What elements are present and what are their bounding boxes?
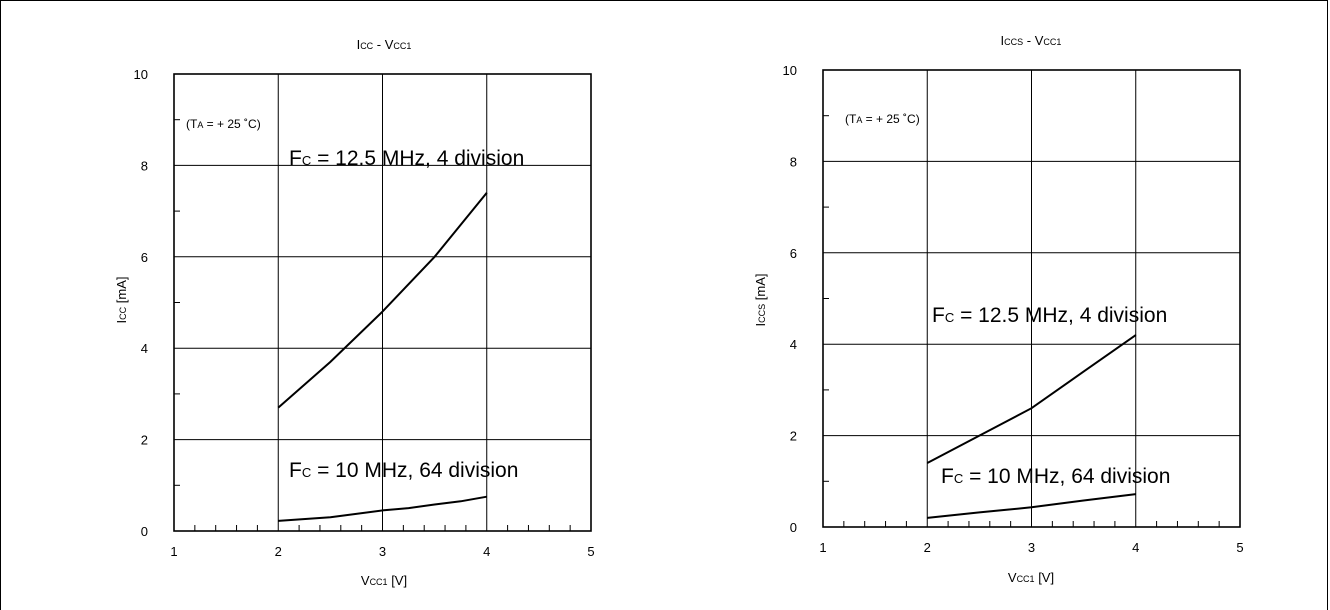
y-tick-label: 6 <box>141 250 148 265</box>
x-tick-label: 1 <box>819 540 826 555</box>
x-tick-label: 1 <box>170 544 177 559</box>
y-tick-label: 2 <box>141 433 148 448</box>
x-tick-label: 2 <box>275 544 282 559</box>
series-line-1 <box>926 334 1137 464</box>
y-tick-label: 4 <box>790 337 797 352</box>
chart-icc-vcc1: ICC - VCC1 (TA = + 25 ˚C) FC = 12.5 MHz,… <box>114 37 524 588</box>
chart-iccs-vcc1: ICCS - VCC1 (TA = + 25 ˚C) FC = 12.5 MHz… <box>753 33 1170 585</box>
x-tick-label: 5 <box>1236 540 1243 555</box>
chart-title: ICC - VCC1 <box>357 37 412 52</box>
y-tick-label: 0 <box>141 524 148 539</box>
y-tick-label: 10 <box>783 63 797 78</box>
x-tick-label: 4 <box>483 544 490 559</box>
y-tick-label: 6 <box>790 246 797 261</box>
x-tick-label: 4 <box>1132 540 1139 555</box>
chart-title: ICCS - VCC1 <box>1001 33 1062 48</box>
series-label-12-5mhz: FC = 12.5 MHz, 4 division <box>289 147 524 170</box>
condition-label: (TA = + 25 ˚C) <box>186 117 261 131</box>
series-line-2 <box>927 493 1136 519</box>
series-line-1 <box>277 192 488 409</box>
series-line-2 <box>278 495 487 522</box>
x-tick-label: 5 <box>587 544 594 559</box>
y-tick-label: 10 <box>134 67 148 82</box>
plot-icc: 1 2 3 4 5 0 2 4 6 8 10 <box>134 67 595 559</box>
x-axis-label: VCC1 [V] <box>361 573 407 588</box>
series-label-12-5mhz: FC = 12.5 MHz, 4 division <box>932 304 1167 327</box>
y-tick-label: 4 <box>141 341 148 356</box>
x-tick-label: 3 <box>1028 540 1035 555</box>
y-axis-label: ICCS [mA] <box>753 274 768 327</box>
x-tick-label: 3 <box>379 544 386 559</box>
x-tick-label: 2 <box>924 540 931 555</box>
plot-iccs: 1 2 3 4 5 0 2 4 6 8 10 <box>783 63 1244 555</box>
y-tick-label: 0 <box>790 520 797 535</box>
x-axis-label: VCC1 [V] <box>1008 570 1054 585</box>
series-label-10mhz: FC = 10 MHz, 64 division <box>941 465 1170 488</box>
y-tick-label: 8 <box>141 158 148 173</box>
series-label-10mhz: FC = 10 MHz, 64 division <box>289 459 518 482</box>
y-tick-label: 8 <box>790 154 797 169</box>
y-tick-label: 2 <box>790 429 797 444</box>
condition-label: (TA = + 25 ˚C) <box>845 112 920 126</box>
y-axis-label: ICC [mA] <box>114 277 129 324</box>
